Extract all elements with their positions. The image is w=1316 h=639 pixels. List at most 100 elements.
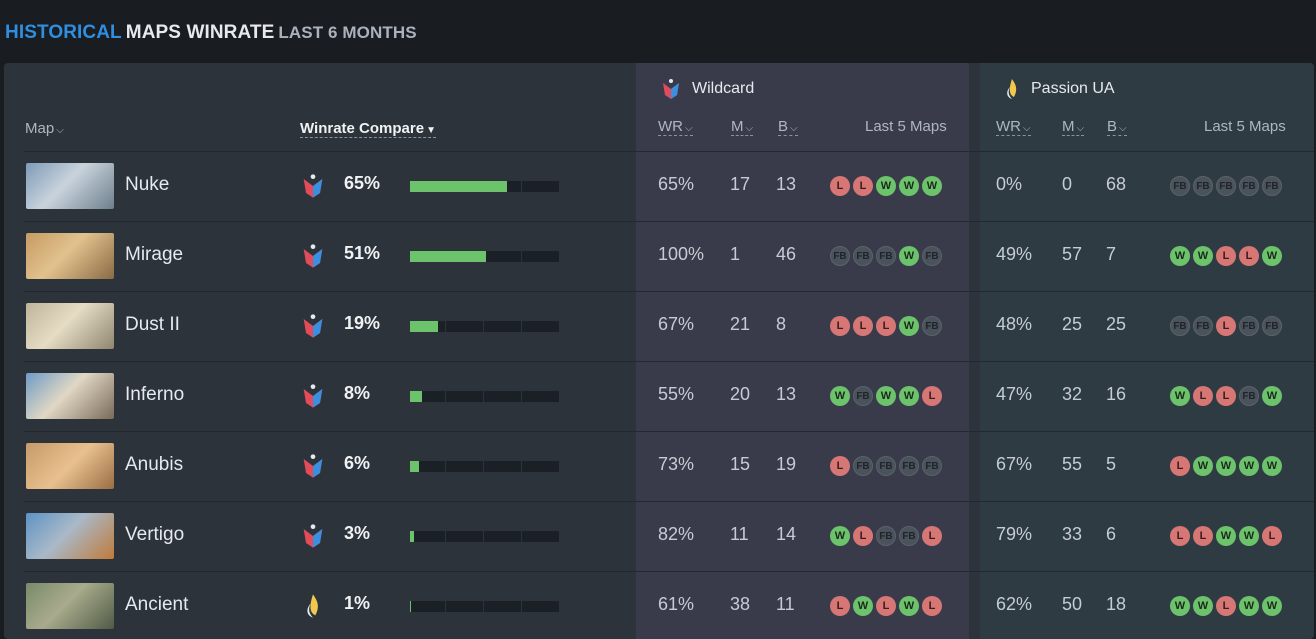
result-badge: FB xyxy=(830,246,850,266)
result-badge: FB xyxy=(1239,386,1259,406)
title-period: LAST 6 MONTHS xyxy=(278,23,417,42)
team1-bans: 13 xyxy=(776,174,797,194)
result-badge: W xyxy=(1262,246,1282,266)
result-badge: FB xyxy=(1216,176,1236,196)
team2-matches: 57 xyxy=(1062,244,1083,264)
table-row[interactable]: Nuke 65% 65% 17 13 L L W W W 0% 0 68 FB FB FB FB FB xyxy=(24,151,1314,222)
table-row[interactable]: Ancient 1% 61% 38 11 L W L W L 62% 50 18 W W L W W xyxy=(24,571,1314,639)
team2-matches: 25 xyxy=(1062,314,1083,334)
compare-percent: 6% xyxy=(344,453,371,473)
result-badge: L xyxy=(922,386,942,406)
wildcard-logo-icon xyxy=(303,524,323,548)
team1-matches: 38 xyxy=(730,594,751,614)
result-badge: FB xyxy=(899,526,919,546)
compare-percent: 8% xyxy=(344,383,371,403)
result-badge: L xyxy=(876,316,896,336)
chevron-down-icon: ⌵ xyxy=(1119,123,1127,134)
result-badge: L xyxy=(830,316,850,336)
team1-bans: 8 xyxy=(776,314,787,334)
map-thumbnail xyxy=(26,513,114,559)
result-badge: L xyxy=(830,456,850,476)
winrate-compare-bar xyxy=(410,251,559,262)
result-badge: FB xyxy=(853,456,873,476)
result-badge: W xyxy=(899,316,919,336)
team1-b-header[interactable]: B ⌵ xyxy=(778,118,798,136)
map-name[interactable]: Ancient xyxy=(125,594,189,615)
team2-name[interactable]: Passion UA xyxy=(1031,80,1115,97)
result-badge: W xyxy=(899,246,919,266)
map-name[interactable]: Nuke xyxy=(125,174,170,195)
last5-results: W L FB FB L xyxy=(830,526,942,546)
team1-matches: 21 xyxy=(730,314,751,334)
team2-m-header[interactable]: M ⌵ xyxy=(1062,118,1085,136)
team1-wr: 65% xyxy=(658,174,695,194)
chevron-down-icon: ⌵ xyxy=(745,123,754,134)
map-thumbnail xyxy=(26,373,114,419)
team1-matches: 1 xyxy=(730,244,741,264)
result-badge: W xyxy=(853,596,873,616)
result-badge: L xyxy=(876,596,896,616)
wildcard-logo-icon xyxy=(303,384,323,408)
team2-matches: 33 xyxy=(1062,524,1083,544)
result-badge: FB xyxy=(1239,176,1259,196)
team1-wr: 55% xyxy=(658,384,695,404)
result-badge: L xyxy=(1170,526,1190,546)
team1-bans: 11 xyxy=(776,594,795,614)
team1-matches: 17 xyxy=(730,174,751,194)
result-badge: FB xyxy=(922,316,942,336)
team1-name[interactable]: Wildcard xyxy=(692,80,755,97)
team1-wr: 73% xyxy=(658,454,695,474)
winrate-bar-fill xyxy=(410,181,507,192)
table-row[interactable]: Mirage 51% 100% 1 46 FB FB FB W FB 49% 57 7 W W L L W xyxy=(24,221,1314,292)
winrate-compare-label: Winrate Compare xyxy=(300,120,425,137)
map-name[interactable]: Inferno xyxy=(125,384,185,405)
team2-last5-header: Last 5 Maps xyxy=(1204,118,1286,135)
result-badge: W xyxy=(876,386,896,406)
result-badge: FB xyxy=(1170,316,1190,336)
map-name[interactable]: Vertigo xyxy=(125,524,185,545)
map-name[interactable]: Mirage xyxy=(125,244,184,265)
table-row[interactable]: Dust II 19% 67% 21 8 L L L W FB 48% 25 25 FB FB L FB FB xyxy=(24,291,1314,362)
map-name[interactable]: Anubis xyxy=(125,454,184,475)
result-badge: FB xyxy=(922,456,942,476)
map-name[interactable]: Dust II xyxy=(125,314,180,335)
map-sort-header[interactable]: Map ⌵ xyxy=(25,120,64,137)
winrate-compare-header[interactable]: Winrate Compare ▼ xyxy=(300,120,436,138)
team2-bans: 18 xyxy=(1106,594,1127,614)
winrate-compare-bar xyxy=(410,181,559,192)
last5-results: W FB W W L xyxy=(830,386,942,406)
result-badge: W xyxy=(1216,526,1236,546)
team2-wr: 67% xyxy=(996,454,1033,474)
result-badge: FB xyxy=(1170,176,1190,196)
result-badge: W xyxy=(1239,526,1259,546)
team2-b-header[interactable]: B ⌵ xyxy=(1107,118,1127,136)
result-badge: W xyxy=(1170,246,1190,266)
team2-bans: 68 xyxy=(1106,174,1127,194)
winrate-bar-fill xyxy=(410,391,422,402)
compare-percent: 3% xyxy=(344,523,371,543)
wildcard-logo-icon xyxy=(663,79,679,99)
compare-percent: 65% xyxy=(344,173,381,193)
table-row[interactable]: Anubis 6% 73% 15 19 L FB FB FB FB 67% 55 5 L W W W W xyxy=(24,431,1314,502)
last5-results: FB FB L FB FB xyxy=(1170,316,1282,336)
team1-bans: 46 xyxy=(776,244,797,264)
team1-m-header[interactable]: M ⌵ xyxy=(731,118,754,136)
winrate-bar-fill xyxy=(410,321,438,332)
result-badge: FB xyxy=(853,246,873,266)
team2-wr-header[interactable]: WR ⌵ xyxy=(996,118,1031,136)
result-badge: W xyxy=(1239,596,1259,616)
table-row[interactable]: Inferno 8% 55% 20 13 W FB W W L 47% 32 16 W L L FB W xyxy=(24,361,1314,432)
caret-down-icon: ▼ xyxy=(426,125,436,136)
team1-bans: 19 xyxy=(776,454,797,474)
result-badge: W xyxy=(1170,596,1190,616)
team1-wr-header[interactable]: WR ⌵ xyxy=(658,118,693,136)
result-badge: L xyxy=(1239,246,1259,266)
chevron-down-icon: ⌵ xyxy=(1023,123,1031,134)
team1-wr: 67% xyxy=(658,314,695,334)
maps-winrate-table: Wildcard Passion UA Map ⌵ Winrate Compare… xyxy=(4,63,1314,639)
winrate-compare-bar xyxy=(410,461,559,472)
table-row[interactable]: Vertigo 3% 82% 11 14 W L FB FB L 79% 33 6 L L W W L xyxy=(24,501,1314,572)
result-badge: W xyxy=(1193,246,1213,266)
